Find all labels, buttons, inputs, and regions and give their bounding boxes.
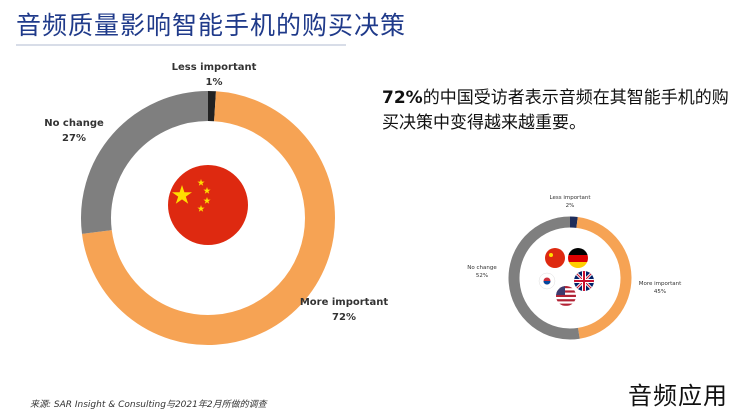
germany-flag-icon (568, 248, 588, 268)
donut-chart-china (81, 91, 335, 345)
china-flag-icon (168, 165, 248, 245)
title-divider (16, 44, 346, 46)
key-finding-text: 72%的中国受访者表示音频在其智能手机的购买决策中变得越来越重要。 (382, 86, 732, 136)
small-label-no-change: No change 52% (467, 265, 497, 279)
key-finding-percent: 72% (382, 88, 423, 108)
small-label-less-important: Less important 2% (549, 195, 591, 209)
donut-chart-global (508, 216, 632, 340)
label-no-change: No change 27% (44, 118, 104, 144)
small-label-more-important: More important 45% (638, 281, 682, 295)
global-segment-more-important (576, 216, 632, 339)
china-segment-no-change (81, 91, 209, 234)
label-less-important: Less important 1% (171, 62, 257, 88)
uk-flag-icon (574, 271, 594, 291)
global-segment-no-change (508, 216, 580, 340)
usa-flag-icon (556, 286, 576, 306)
page-title: 音频质量影响智能手机的购买决策 (16, 11, 407, 40)
source-note: 来源: SAR Insight & Consulting与2021年2月所做的调… (30, 400, 267, 410)
korea-flag-icon (538, 272, 556, 290)
flag-star-large (172, 185, 192, 204)
key-finding-body: 的中国受访者表示音频在其智能手机的购买决策中变得越来越重要。 (382, 88, 729, 133)
china-flag-icon (545, 248, 565, 268)
label-more-important: More important 72% (299, 297, 389, 323)
china-segment-more-important (82, 91, 335, 345)
watermark-text: 音频应用 (628, 382, 728, 410)
